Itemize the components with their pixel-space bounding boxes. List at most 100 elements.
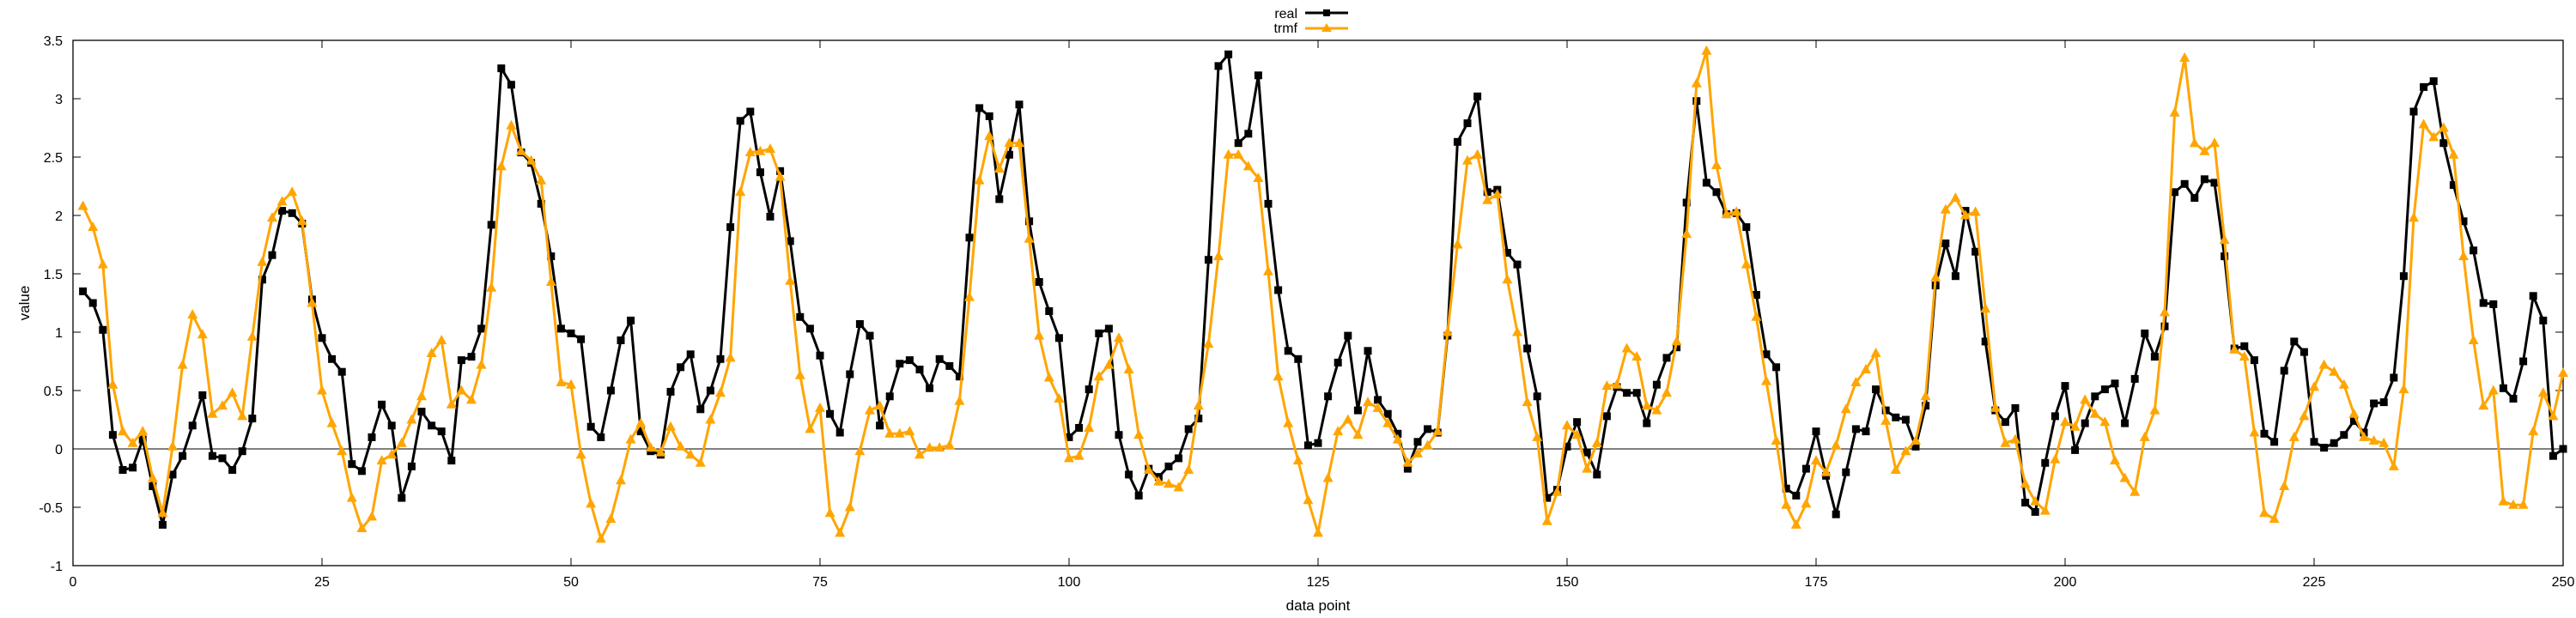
data-point-real xyxy=(2340,431,2348,439)
data-point-real xyxy=(666,387,675,396)
data-point-trmf xyxy=(2069,421,2081,431)
data-point-trmf xyxy=(2010,433,2020,444)
data-point-trmf xyxy=(894,427,905,438)
data-point-trmf xyxy=(1811,455,1821,465)
data-point-real xyxy=(2509,395,2518,403)
data-point-trmf xyxy=(267,212,277,222)
data-point-trmf xyxy=(725,352,736,362)
data-point-trmf xyxy=(1402,457,1413,467)
data-point-trmf xyxy=(2518,499,2529,509)
data-point-real xyxy=(2130,374,2139,383)
data-point-real xyxy=(1563,442,1571,451)
data-point-real xyxy=(1752,291,1760,299)
data-point-trmf xyxy=(376,455,387,465)
data-point-trmf xyxy=(1123,364,1134,373)
data-point-trmf xyxy=(346,492,357,502)
data-point-real xyxy=(1602,412,1611,421)
data-point-trmf xyxy=(187,309,198,319)
data-point-real xyxy=(1573,418,1582,427)
data-point-real xyxy=(1294,354,1303,363)
data-point-trmf xyxy=(217,400,228,410)
data-point-real xyxy=(428,421,436,430)
data-point-trmf xyxy=(1322,472,1334,482)
data-point-trmf xyxy=(556,377,567,386)
data-point-trmf xyxy=(137,426,149,436)
data-point-trmf xyxy=(476,359,487,369)
data-point-trmf xyxy=(1153,476,1164,486)
data-point-real xyxy=(866,331,874,340)
data-point-real xyxy=(2071,445,2080,454)
data-point-trmf xyxy=(1980,303,1991,313)
data-point-trmf xyxy=(844,501,855,512)
data-point-trmf xyxy=(824,507,835,518)
data-point-real xyxy=(2081,419,2089,427)
data-point-trmf xyxy=(1790,518,1801,529)
data-point-trmf xyxy=(665,421,676,431)
data-point-trmf xyxy=(1850,377,1862,386)
data-point-real xyxy=(567,329,575,337)
y-tick-label: 0 xyxy=(55,443,63,457)
data-point-real xyxy=(1971,247,1980,256)
data-point-real xyxy=(228,466,237,474)
data-point-real xyxy=(238,447,246,456)
data-point-real xyxy=(278,207,287,215)
data-point-trmf xyxy=(2548,410,2559,421)
data-point-trmf xyxy=(1014,137,1024,148)
legend: real trmf xyxy=(1273,7,1348,36)
data-point-real xyxy=(1254,71,1262,80)
data-point-real xyxy=(2200,175,2208,184)
data-point-trmf xyxy=(1492,189,1503,198)
series-layer xyxy=(77,45,2568,543)
data-point-real xyxy=(1403,464,1412,473)
data-point-trmf xyxy=(2537,387,2549,397)
data-point-real xyxy=(2141,329,2149,337)
data-point-real xyxy=(288,209,296,217)
y-axis-title: value xyxy=(16,286,33,321)
x-tick-label: 225 xyxy=(2303,575,2326,590)
data-point-real xyxy=(337,367,346,376)
data-point-real xyxy=(816,351,824,360)
data-point-real xyxy=(537,199,545,208)
data-point-real xyxy=(2310,438,2318,446)
data-point-trmf xyxy=(605,513,617,524)
data-point-real xyxy=(248,415,257,423)
data-point-real xyxy=(2041,458,2050,467)
data-point-trmf xyxy=(1671,336,1682,346)
data-point-trmf xyxy=(337,445,348,456)
data-point-real xyxy=(1851,425,1860,433)
data-point-real xyxy=(357,467,366,476)
data-point-trmf xyxy=(118,426,128,436)
data-point-real xyxy=(1314,439,1322,447)
data-point-trmf xyxy=(2199,145,2210,155)
data-point-trmf xyxy=(1163,478,1174,488)
data-point-real xyxy=(179,451,187,460)
data-point-real xyxy=(437,427,446,436)
data-point-real xyxy=(158,520,167,529)
data-point-trmf xyxy=(1432,426,1443,436)
data-point-trmf xyxy=(486,282,497,292)
data-point-real xyxy=(2061,382,2069,391)
data-point-trmf xyxy=(1024,233,1035,243)
data-point-trmf xyxy=(2189,137,2200,148)
data-point-trmf xyxy=(854,445,866,456)
data-point-real xyxy=(716,354,725,363)
data-point-real xyxy=(1951,272,1959,281)
data-point-trmf xyxy=(645,442,656,452)
data-point-trmf xyxy=(2398,384,2409,394)
data-point-trmf xyxy=(1342,414,1353,424)
data-point-real xyxy=(1782,484,1790,493)
data-point-real xyxy=(2539,316,2548,324)
data-point-trmf xyxy=(2528,426,2539,436)
x-tick-label: 150 xyxy=(1556,575,1579,590)
data-point-real xyxy=(726,223,735,232)
data-point-real xyxy=(1214,62,1223,70)
data-point-trmf xyxy=(88,221,99,232)
data-point-real xyxy=(835,428,844,437)
data-point-real xyxy=(2459,217,2468,226)
y-tick-label: 1 xyxy=(55,326,63,341)
data-point-real xyxy=(1095,329,1103,337)
data-point-trmf xyxy=(2110,455,2120,465)
data-point-trmf xyxy=(1183,464,1194,474)
series-trmf xyxy=(77,45,2568,543)
data-point-trmf xyxy=(2288,431,2300,441)
